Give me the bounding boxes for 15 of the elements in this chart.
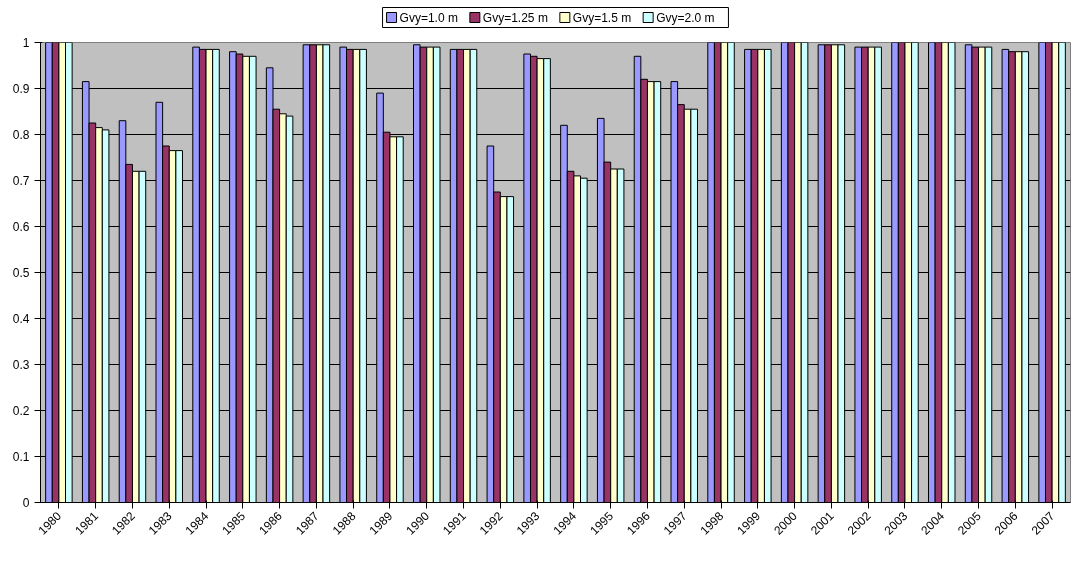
legend-label: Gvy=1.5 m xyxy=(572,10,632,25)
legend-label: Gvy=2.0 m xyxy=(656,10,715,25)
legend-label: Gvy=1.25 m xyxy=(482,10,548,25)
y-tick-label: 0.3 xyxy=(12,358,30,372)
y-tick-label: 0.8 xyxy=(12,128,30,142)
y-tick-label: 0.7 xyxy=(12,174,30,188)
y-tick-label: 1 xyxy=(22,36,30,50)
y-tick-label: 0.2 xyxy=(12,404,30,418)
legend-label: Gvy=1.0 m xyxy=(399,10,458,25)
y-tick-label: 0 xyxy=(22,496,30,510)
y-tick-label: 0.1 xyxy=(12,450,30,464)
y-tick-label: 0.4 xyxy=(12,312,30,326)
y-tick-label: 0.6 xyxy=(12,220,30,234)
y-tick-label: 0.5 xyxy=(12,266,30,280)
y-tick-label: 0.9 xyxy=(12,82,30,96)
